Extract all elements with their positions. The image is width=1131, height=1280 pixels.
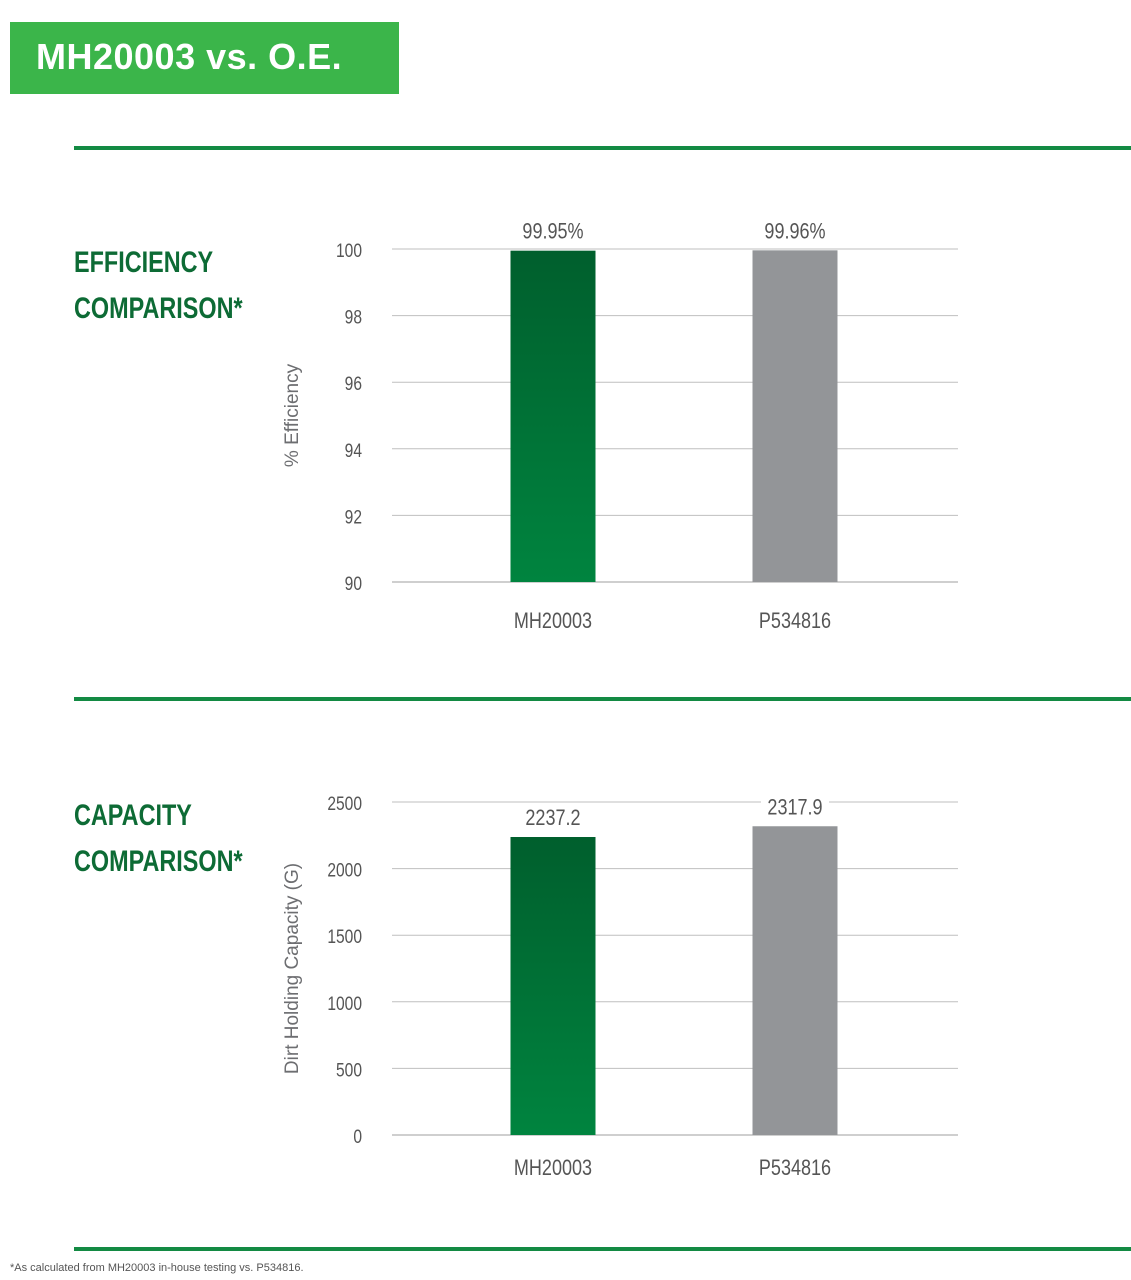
capacity-heading: CAPACITY COMPARISON* [74,793,243,885]
divider-top [74,146,1131,150]
bar-mh20003 [510,250,596,582]
y-axis-label: Dirt Holding Capacity (G) [282,863,303,1074]
data-label: 99.95% [522,220,583,244]
y-tick-label: 1000 [327,992,362,1014]
bar-p534816 [752,250,838,582]
page-title: MH20003 vs. O.E. [36,36,343,77]
data-label: 2317.9 [767,796,822,820]
footnote: *As calculated from MH20003 in-house tes… [10,1262,304,1274]
efficiency-heading-line1: EFFICIENCY [74,246,214,279]
y-tick-label: 2500 [327,793,362,815]
data-label: 99.96% [764,220,825,244]
y-tick-label: 1500 [327,926,362,948]
y-tick-label: 2000 [327,859,362,881]
value-label-backdrop [761,792,829,821]
x-tick-label: P534816 [759,1156,831,1180]
bar-p534816 [752,826,838,1135]
y-tick-label: 94 [345,439,363,461]
efficiency-heading-line2: COMPARISON* [74,292,243,325]
value-label-backdrop [519,216,587,245]
divider-bottom [74,1247,1131,1251]
y-tick-label: 0 [353,1126,362,1148]
value-label-backdrop [519,803,587,832]
x-tick-label: MH20003 [514,609,592,633]
capacity-chart: 0 500 1000 1500 2000 2500 Dirt Holding Capacit… [282,792,958,1180]
y-tick-label: 96 [345,373,362,395]
value-label-backdrop [761,216,829,245]
y-tick-label: 98 [345,306,362,328]
x-tick-label: P534816 [759,609,831,633]
divider-middle [74,697,1131,701]
capacity-heading-line2: COMPARISON* [74,845,243,878]
y-tick-label: 100 [336,240,362,262]
efficiency-heading: EFFICIENCY COMPARISON* [74,240,243,332]
efficiency-chart: 90 92 94 96 98 100 % Efficiency 99.95% MH20003 99… [282,216,958,633]
y-tick-label: 90 [345,573,362,595]
data-label: 2237.2 [525,806,580,830]
y-axis-label: % Efficiency [282,363,303,467]
bar-mh20003 [510,837,596,1135]
y-tick-label: 500 [336,1059,362,1081]
header-banner: MH20003 vs. O.E. [10,22,399,94]
x-tick-label: MH20003 [514,1156,592,1180]
capacity-heading-line1: CAPACITY [74,799,192,832]
y-tick-label: 92 [345,506,362,528]
